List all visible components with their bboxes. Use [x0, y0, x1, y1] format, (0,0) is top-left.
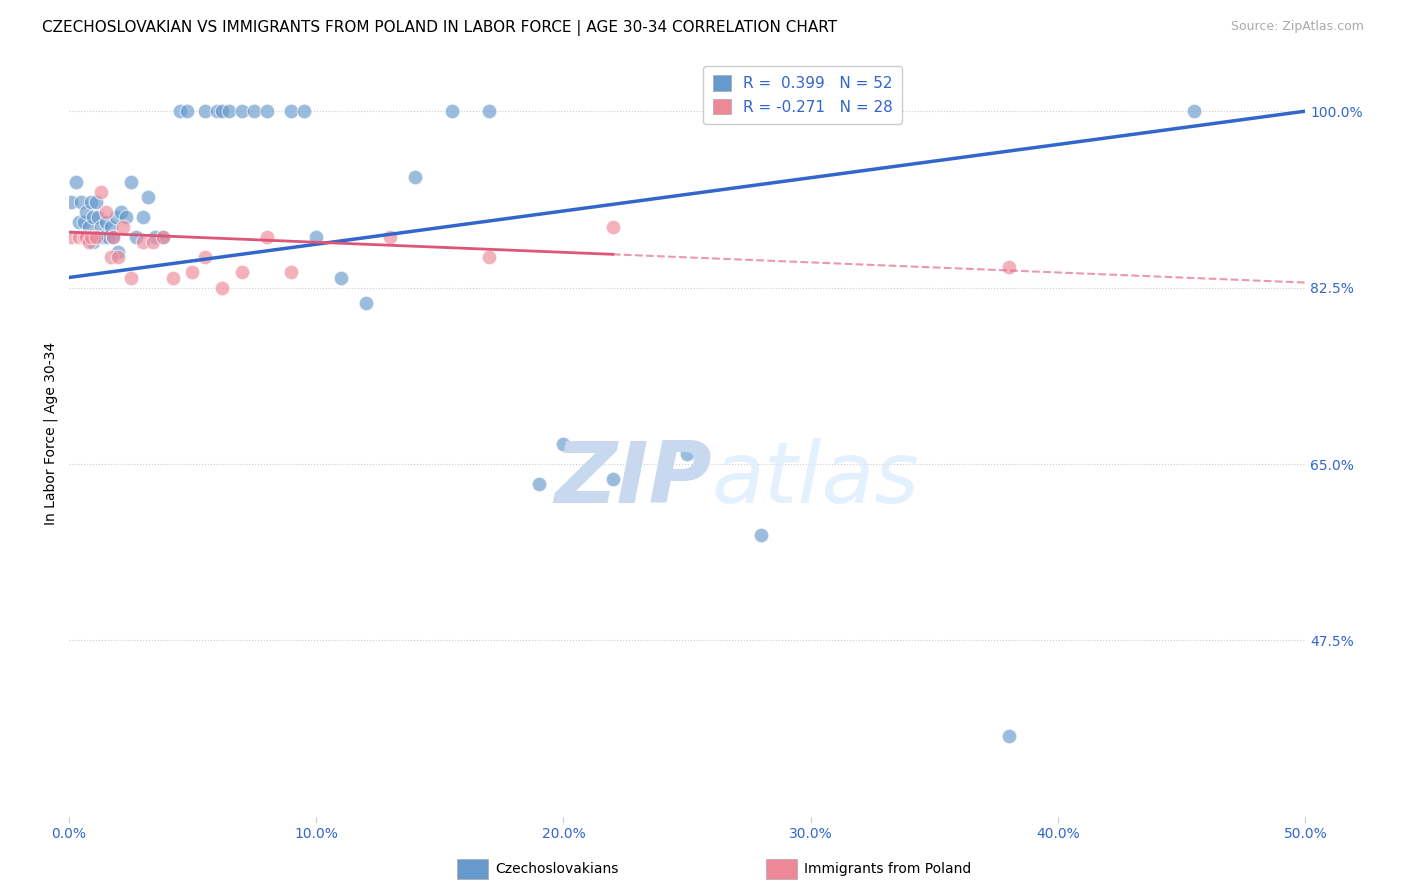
- Point: [67, 230, 90, 244]
- Point: [997, 729, 1019, 743]
- Text: Czechoslovakians: Czechoslovakians: [495, 862, 619, 876]
- Point: [143, 230, 166, 244]
- Point: [152, 230, 174, 244]
- Point: [80, 194, 103, 209]
- Point: [60, 230, 83, 244]
- Point: [72, 230, 94, 244]
- Point: [205, 104, 228, 119]
- Point: [70, 194, 93, 209]
- Point: [676, 447, 699, 461]
- Point: [256, 104, 278, 119]
- Point: [93, 230, 115, 244]
- Point: [103, 230, 125, 244]
- Point: [152, 230, 174, 244]
- Point: [120, 270, 142, 285]
- Point: [305, 230, 328, 244]
- Point: [90, 220, 112, 235]
- Text: ZIP: ZIP: [554, 438, 711, 521]
- Point: [124, 230, 146, 244]
- Point: [527, 477, 550, 491]
- Point: [114, 210, 136, 224]
- Point: [280, 265, 302, 279]
- Point: [132, 235, 155, 250]
- Point: [194, 104, 217, 119]
- Point: [218, 104, 240, 119]
- Y-axis label: In Labor Force | Age 30-34: In Labor Force | Age 30-34: [44, 343, 58, 525]
- Point: [67, 215, 90, 229]
- Point: [75, 205, 97, 219]
- Point: [84, 194, 107, 209]
- Point: [749, 527, 772, 541]
- Point: [75, 230, 97, 244]
- Point: [194, 251, 217, 265]
- Point: [602, 220, 624, 235]
- Point: [100, 251, 122, 265]
- Point: [104, 210, 127, 224]
- Point: [211, 280, 233, 294]
- Point: [60, 194, 83, 209]
- Point: [110, 205, 132, 219]
- Point: [100, 220, 122, 235]
- Point: [602, 472, 624, 486]
- Legend: R =  0.399   N = 52, R = -0.271   N = 28: R = 0.399 N = 52, R = -0.271 N = 28: [703, 66, 903, 124]
- Point: [82, 235, 104, 250]
- Point: [231, 104, 253, 119]
- Point: [211, 104, 233, 119]
- Point: [107, 251, 129, 265]
- Point: [997, 260, 1019, 275]
- Point: [176, 104, 198, 119]
- Point: [94, 205, 117, 219]
- Point: [107, 245, 129, 260]
- Point: [441, 104, 464, 119]
- Point: [65, 175, 87, 189]
- Point: [80, 230, 103, 244]
- Point: [77, 235, 100, 250]
- Point: [97, 230, 120, 244]
- Point: [292, 104, 315, 119]
- Point: [1182, 104, 1205, 119]
- Point: [280, 104, 302, 119]
- Point: [103, 230, 125, 244]
- Point: [120, 175, 142, 189]
- Point: [136, 190, 159, 204]
- Point: [329, 270, 352, 285]
- Point: [354, 295, 377, 310]
- Point: [181, 265, 204, 279]
- Point: [478, 104, 501, 119]
- Text: Immigrants from Poland: Immigrants from Poland: [804, 862, 972, 876]
- Point: [404, 169, 426, 184]
- Text: Source: ZipAtlas.com: Source: ZipAtlas.com: [1230, 20, 1364, 33]
- Point: [77, 220, 100, 235]
- Point: [162, 270, 184, 285]
- Point: [231, 265, 253, 279]
- Point: [112, 220, 135, 235]
- Point: [380, 230, 402, 244]
- Point: [94, 215, 117, 229]
- Point: [169, 104, 191, 119]
- Point: [87, 210, 110, 224]
- Point: [243, 104, 266, 119]
- Point: [478, 251, 501, 265]
- Point: [82, 210, 104, 224]
- Point: [256, 230, 278, 244]
- Point: [90, 185, 112, 199]
- Point: [84, 230, 107, 244]
- Text: CZECHOSLOVAKIAN VS IMMIGRANTS FROM POLAND IN LABOR FORCE | AGE 30-34 CORRELATION: CZECHOSLOVAKIAN VS IMMIGRANTS FROM POLAN…: [42, 20, 838, 36]
- Text: atlas: atlas: [711, 438, 920, 521]
- Point: [142, 235, 165, 250]
- Point: [553, 437, 575, 451]
- Point: [132, 210, 155, 224]
- Point: [72, 215, 94, 229]
